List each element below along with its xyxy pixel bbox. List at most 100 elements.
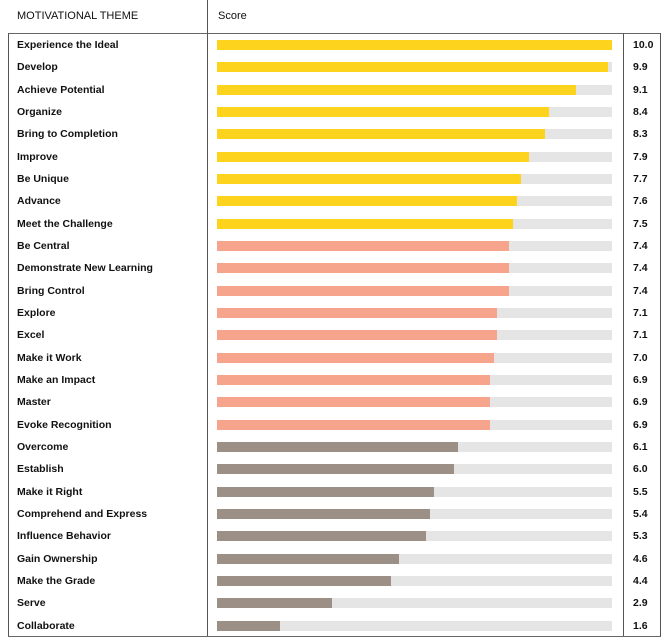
bar-fill (217, 620, 281, 631)
bar-fill (217, 218, 514, 229)
table-row: Bring to Completion 8.3 (0, 123, 669, 145)
table-row: Master 6.9 (0, 391, 669, 413)
score-value: 7.0 (633, 351, 648, 364)
bar-track (217, 240, 612, 251)
bar-track (217, 508, 612, 519)
score-value: 9.1 (633, 83, 648, 96)
theme-label: Serve (17, 597, 46, 610)
theme-label: Gain Ownership (17, 552, 98, 565)
bar-fill (217, 40, 612, 50)
bar-track (217, 441, 612, 452)
bar-fill (217, 263, 510, 274)
score-value: 7.4 (633, 284, 648, 297)
theme-label: Bring to Completion (17, 128, 118, 141)
theme-label: Be Central (17, 239, 70, 252)
bar-fill (217, 330, 498, 341)
score-value: 7.6 (633, 195, 648, 208)
table-row: Excel 7.1 (0, 324, 669, 346)
table-row: Organize 8.4 (0, 101, 669, 123)
score-value: 1.6 (633, 619, 648, 632)
theme-label: Make it Right (17, 485, 83, 498)
score-value: 6.0 (633, 463, 648, 476)
table-row: Make it Work 7.0 (0, 347, 669, 369)
bar-track (217, 553, 612, 564)
table-row: Evoke Recognition 6.9 (0, 414, 669, 436)
theme-label: Improve (17, 150, 58, 163)
table-row: Make the Grade 4.4 (0, 570, 669, 592)
bar-track (217, 173, 612, 184)
bar-track (217, 307, 612, 318)
table-row: Comprehend and Express 5.4 (0, 503, 669, 525)
theme-label: Collaborate (17, 619, 75, 632)
left-border (8, 33, 9, 637)
table-row: Demonstrate New Learning 7.4 (0, 257, 669, 279)
score-value: 6.9 (633, 396, 648, 409)
theme-label: Develop (17, 61, 58, 74)
bar-fill (217, 508, 431, 519)
table-row: Collaborate 1.6 (0, 615, 669, 637)
score-value: 7.1 (633, 306, 648, 319)
bar-fill (217, 84, 577, 95)
score-value: 2.9 (633, 597, 648, 610)
bar-fill (217, 352, 494, 363)
bar-fill (217, 106, 549, 117)
bar-fill (217, 240, 510, 251)
theme-label: Overcome (17, 440, 69, 453)
score-value: 7.1 (633, 329, 648, 342)
bar-fill (217, 441, 458, 452)
score-value: 7.4 (633, 239, 648, 252)
theme-label: Explore (17, 306, 56, 319)
table-row: Improve 7.9 (0, 146, 669, 168)
bar-fill (217, 419, 490, 430)
bar-track (217, 151, 612, 162)
score-value: 10.0 (633, 39, 654, 51)
bar-fill (217, 62, 609, 73)
bar-track (217, 106, 612, 117)
theme-label: Comprehend and Express (17, 507, 148, 520)
score-value: 7.5 (633, 217, 648, 230)
theme-label: Evoke Recognition (17, 418, 112, 431)
bar-track (217, 486, 612, 497)
table-row: Make an Impact 6.9 (0, 369, 669, 391)
bar-fill (217, 531, 427, 542)
theme-label: Make the Grade (17, 574, 96, 587)
bar-track (217, 263, 612, 274)
theme-label: Experience the Ideal (17, 39, 119, 51)
score-value: 6.1 (633, 440, 648, 453)
bar-track (217, 218, 612, 229)
score-value: 5.3 (633, 530, 648, 543)
score-value: 7.4 (633, 262, 648, 275)
bar-track (217, 330, 612, 341)
theme-label: Make it Work (17, 351, 82, 364)
theme-label: Be Unique (17, 172, 69, 185)
bar-track (217, 374, 612, 385)
theme-column-header: MOTIVATIONAL THEME (17, 10, 139, 22)
bar-fill (217, 196, 518, 207)
score-value: 6.9 (633, 418, 648, 431)
score-value: 5.4 (633, 507, 648, 520)
theme-label: Achieve Potential (17, 83, 105, 96)
bar-track (217, 352, 612, 363)
score-value: 5.5 (633, 485, 648, 498)
table-row: Make it Right 5.5 (0, 481, 669, 503)
right-border (660, 33, 661, 637)
bar-fill (217, 151, 530, 162)
bar-track (217, 196, 612, 207)
bar-track (217, 598, 612, 609)
score-value: 4.4 (633, 574, 648, 587)
bar-fill (217, 464, 454, 475)
bar-fill (217, 173, 522, 184)
score-column-header: Score (218, 10, 247, 22)
score-value: 7.7 (633, 172, 648, 185)
bar-fill (217, 486, 435, 497)
theme-label: Establish (17, 463, 64, 476)
theme-label: Excel (17, 329, 45, 342)
header-divider (8, 33, 661, 34)
table-row: Be Central 7.4 (0, 235, 669, 257)
bar-track (217, 464, 612, 475)
bar-track (217, 531, 612, 542)
bar-fill (217, 553, 399, 564)
table-row: Influence Behavior 5.3 (0, 525, 669, 547)
bar-fill (217, 397, 490, 408)
bar-fill (217, 575, 391, 586)
